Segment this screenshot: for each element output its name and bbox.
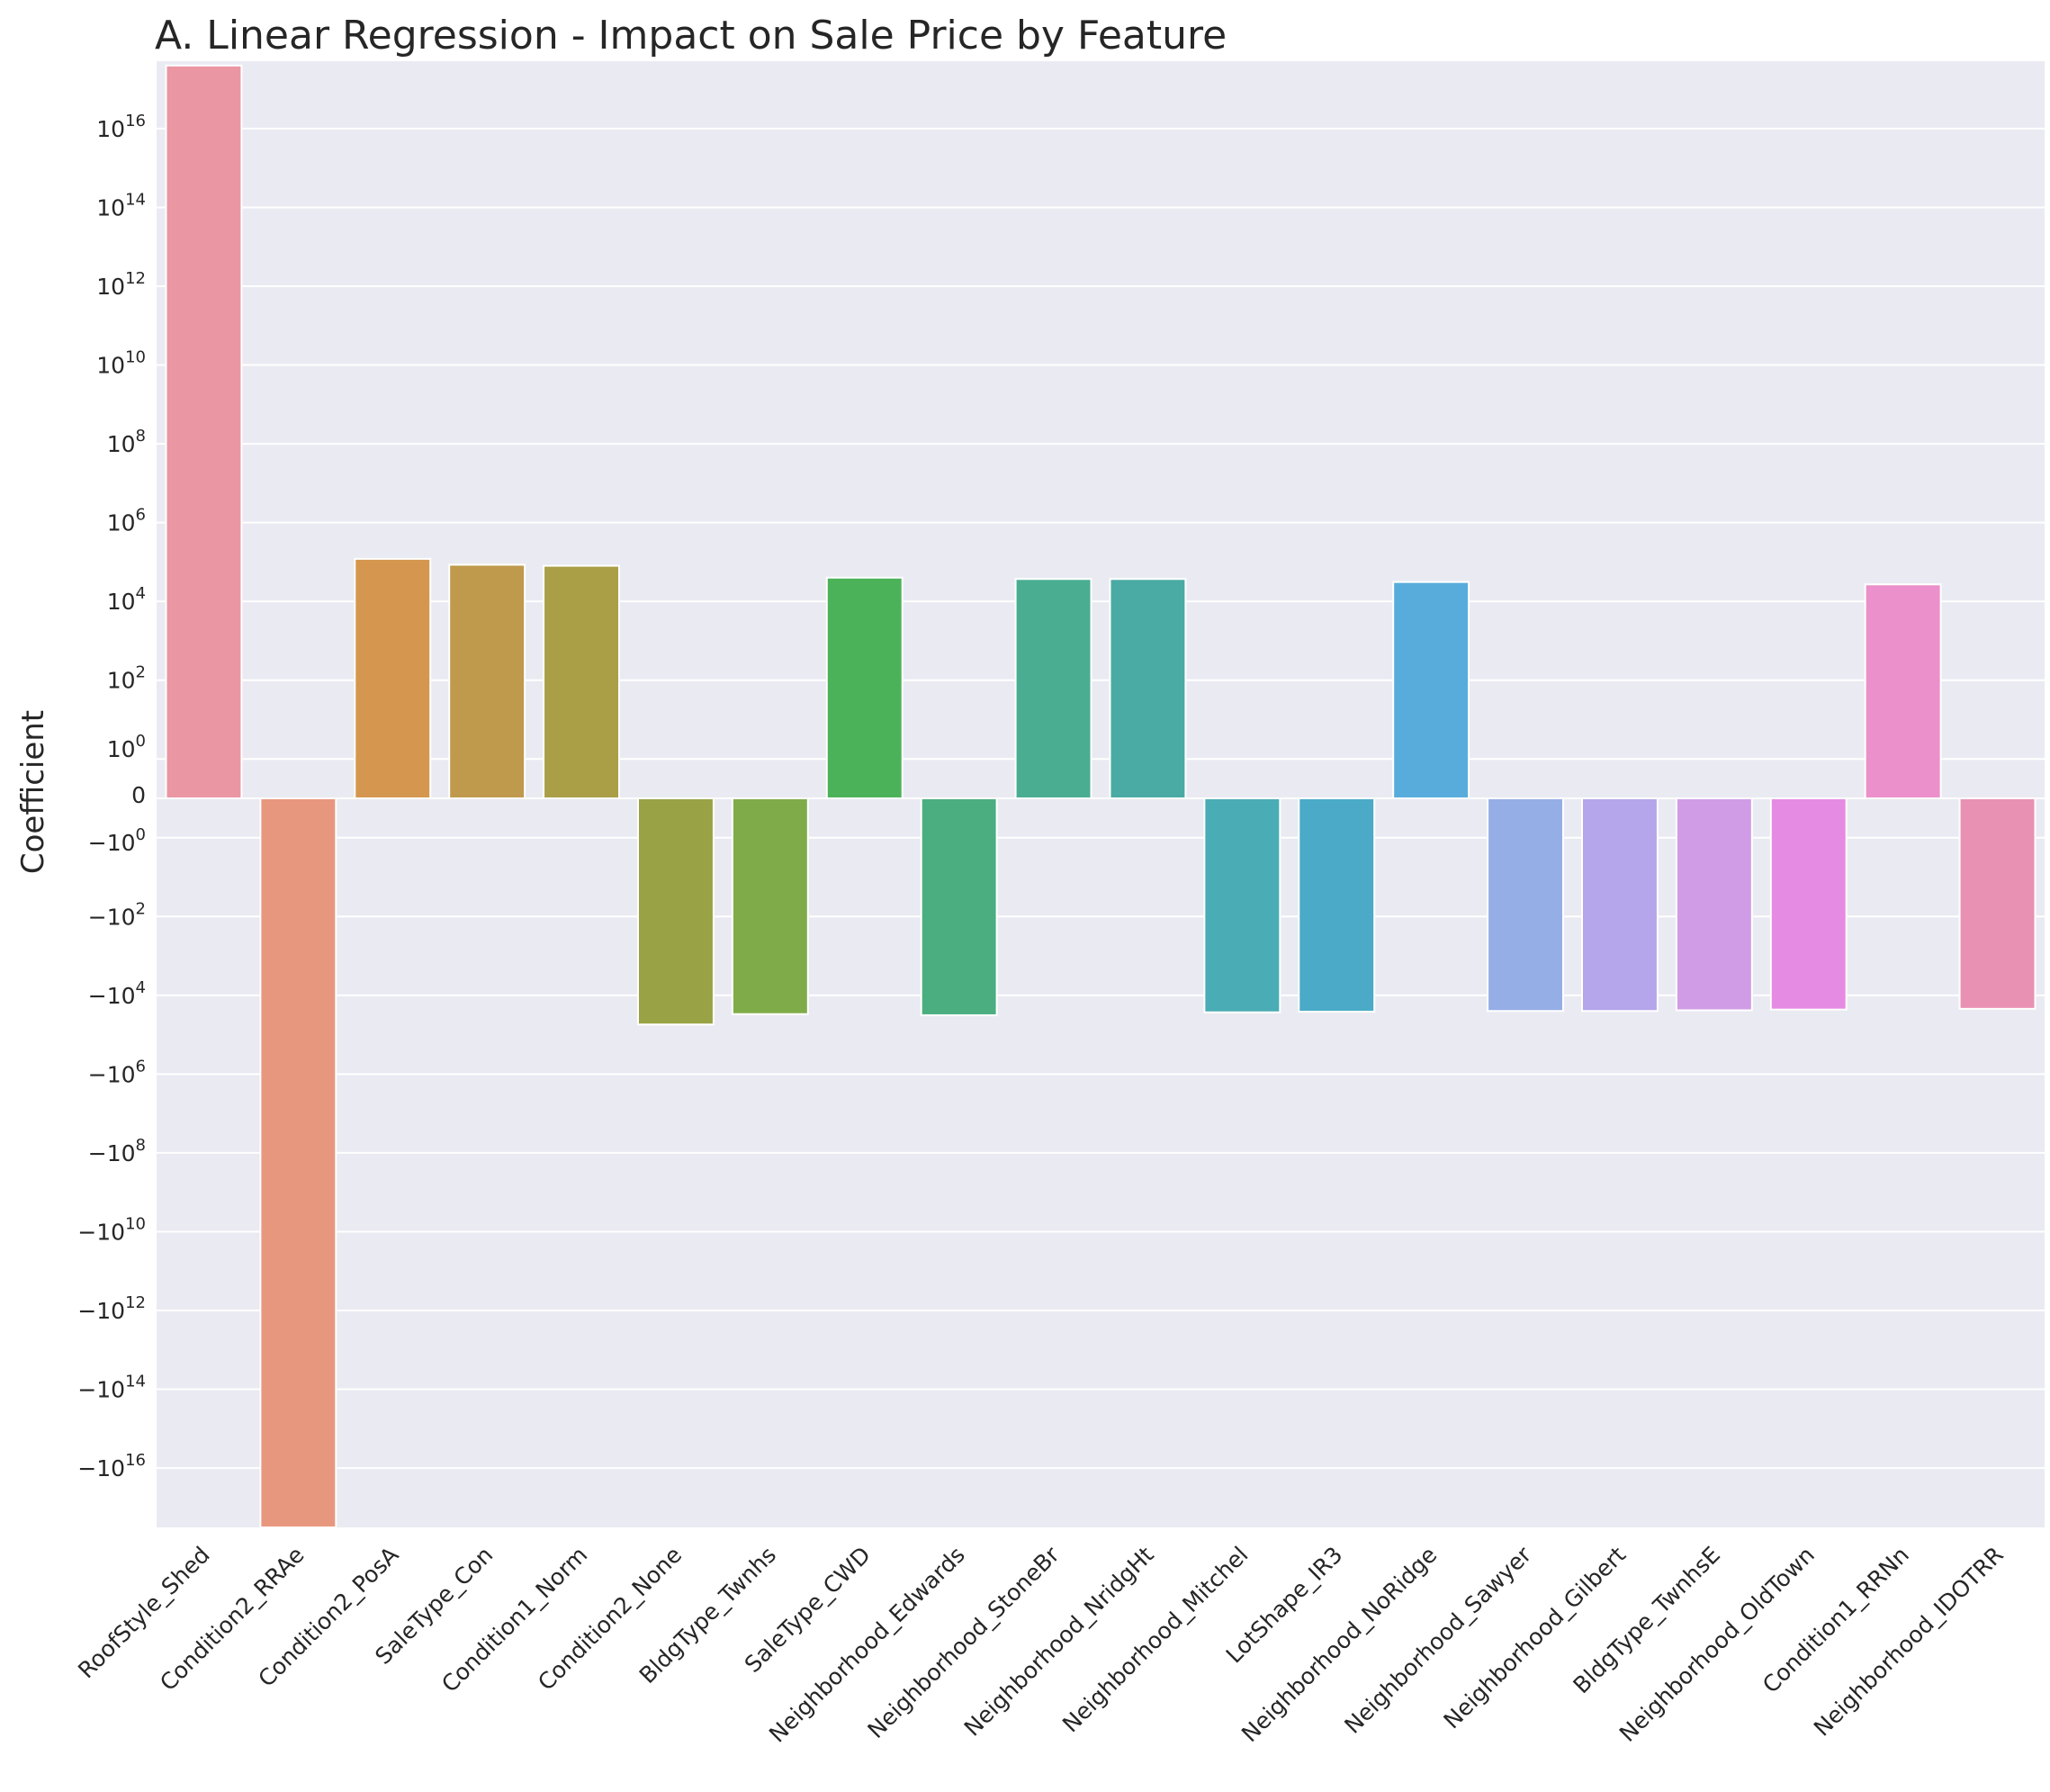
y-tick-base: −10 bbox=[88, 983, 136, 1009]
bar-condition2-none bbox=[636, 797, 715, 1026]
y-tick-label: −106 bbox=[88, 1057, 146, 1087]
y-tick-label: −1014 bbox=[77, 1373, 146, 1403]
y-axis-label: Coefficient bbox=[15, 710, 51, 874]
bar-condition2-rrae bbox=[259, 797, 337, 1528]
y-tick-label: 0 bbox=[131, 782, 146, 808]
y-tick-label: −100 bbox=[88, 825, 146, 856]
y-tick-label: 106 bbox=[107, 506, 146, 536]
bar-condition2-posa bbox=[354, 557, 432, 799]
bar-roofstyle-shed bbox=[165, 64, 243, 799]
y-tick-label: −1012 bbox=[77, 1293, 146, 1324]
bars bbox=[165, 64, 2037, 1528]
bar-neighborhood-gilbert bbox=[1580, 797, 1659, 1013]
y-tick-label: 100 bbox=[107, 732, 146, 762]
y-tick-exponent: 12 bbox=[125, 269, 146, 288]
y-tick-exponent: 16 bbox=[125, 112, 146, 131]
y-tick-base: 10 bbox=[107, 510, 136, 536]
y-tick-exponent: 0 bbox=[136, 825, 146, 844]
y-tick-base: 10 bbox=[96, 274, 125, 300]
y-tick-base: 10 bbox=[96, 353, 125, 379]
y-tick-base: 10 bbox=[96, 194, 125, 221]
y-tick-exponent: 6 bbox=[136, 506, 146, 525]
y-tick-base: 10 bbox=[107, 589, 136, 615]
y-tick-base: 10 bbox=[107, 736, 136, 762]
y-tick-exponent: 16 bbox=[125, 1451, 146, 1470]
y-tick-exponent: 14 bbox=[125, 190, 146, 209]
x-tick-label: Neighborhood_Gilbert bbox=[1439, 1542, 1632, 1734]
bar-neighborhood-sawyer bbox=[1487, 797, 1565, 1013]
y-tick-exponent: 6 bbox=[136, 1057, 146, 1076]
bar-saletype-con bbox=[448, 563, 526, 800]
bar-condition1-norm bbox=[543, 564, 621, 799]
y-tick-base: −10 bbox=[88, 1140, 136, 1166]
bar-saletype-cwd bbox=[825, 576, 904, 800]
x-tick-label: Neighborhood_NoRidge bbox=[1236, 1542, 1442, 1747]
y-tick-base: −10 bbox=[77, 1298, 125, 1324]
y-tick-base: 10 bbox=[107, 668, 136, 694]
y-tick-label: 1010 bbox=[96, 348, 146, 379]
x-tick-label: Neighborhood_StoneBr bbox=[863, 1541, 1065, 1743]
y-tick-label: −1016 bbox=[77, 1451, 146, 1481]
y-tick-base: −10 bbox=[88, 904, 136, 930]
y-tick-base: 10 bbox=[96, 116, 125, 142]
y-tick-base: −10 bbox=[77, 1455, 125, 1481]
y-tick-label: 1014 bbox=[96, 190, 146, 221]
y-tick-exponent: 4 bbox=[136, 978, 146, 997]
bar-bldgtype-twnhse bbox=[1675, 797, 1753, 1012]
y-tick-label: 104 bbox=[107, 584, 146, 615]
y-tick-label: −1010 bbox=[77, 1214, 146, 1245]
y-tick-label: 1016 bbox=[96, 112, 146, 142]
y-tick-exponent: 2 bbox=[136, 899, 146, 918]
y-tick-label: 108 bbox=[107, 427, 146, 457]
y-tick-base: −10 bbox=[88, 1061, 136, 1087]
y-tick-label: 102 bbox=[107, 663, 146, 694]
bar-condition1-rrnn bbox=[1864, 583, 1942, 800]
plot-area bbox=[157, 61, 2045, 1527]
x-tick-label: Neighborhood_Edwards bbox=[764, 1542, 970, 1748]
x-tick-label: Neighborhood_IDOTRR bbox=[1809, 1542, 2009, 1742]
chart-title: A. Linear Regression - Impact on Sale Pr… bbox=[155, 13, 1227, 59]
y-tick-base: 10 bbox=[107, 431, 136, 457]
y-tick-exponent: 4 bbox=[136, 584, 146, 603]
y-tick-exponent: 10 bbox=[125, 348, 146, 367]
y-tick-exponent: 12 bbox=[125, 1293, 146, 1312]
y-tick-label: −102 bbox=[88, 899, 146, 930]
y-tick-exponent: 2 bbox=[136, 663, 146, 682]
x-tick-label: Neighborhood_Mitchel bbox=[1057, 1542, 1254, 1738]
y-tick-exponent: 10 bbox=[125, 1214, 146, 1233]
bar-neighborhood-mitchel bbox=[1203, 797, 1281, 1013]
y-tick-exponent: 8 bbox=[136, 427, 146, 446]
y-tick-exponent: 14 bbox=[125, 1373, 146, 1391]
bar-neighborhood-edwards bbox=[920, 797, 998, 1016]
bar-neighborhood-stonebr bbox=[1014, 578, 1092, 799]
bar-lotshape-ir3 bbox=[1298, 797, 1376, 1013]
bar-bldgtype-twnhs bbox=[731, 797, 809, 1015]
y-tick-label: 1012 bbox=[96, 269, 146, 300]
y-tick-base: −10 bbox=[77, 1219, 125, 1245]
x-tick-label: Neighborhood_OldTown bbox=[1614, 1542, 1820, 1747]
bar-neighborhood-nridght bbox=[1109, 578, 1187, 799]
bar-neighborhood-oldtown bbox=[1769, 797, 1848, 1011]
y-tick-exponent: 0 bbox=[136, 732, 146, 751]
y-tick-label: −108 bbox=[88, 1136, 146, 1166]
bar-neighborhood-noridge bbox=[1392, 581, 1470, 800]
y-tick-base: −10 bbox=[77, 1377, 125, 1403]
y-axis: 10161014101210101081061041021000−100−102… bbox=[77, 112, 146, 1481]
y-tick-base: −10 bbox=[88, 830, 136, 856]
x-tick-label: Neighborhood_NridgHt bbox=[959, 1542, 1159, 1742]
bar-neighborhood-idotrr bbox=[1958, 797, 2037, 1010]
y-tick-exponent: 8 bbox=[136, 1136, 146, 1155]
x-axis: RoofStyle_ShedCondition2_RRAeCondition2_… bbox=[73, 1541, 2009, 1747]
y-tick-label: −104 bbox=[88, 978, 146, 1009]
x-tick-label: Neighborhood_Sawyer bbox=[1339, 1541, 1536, 1738]
